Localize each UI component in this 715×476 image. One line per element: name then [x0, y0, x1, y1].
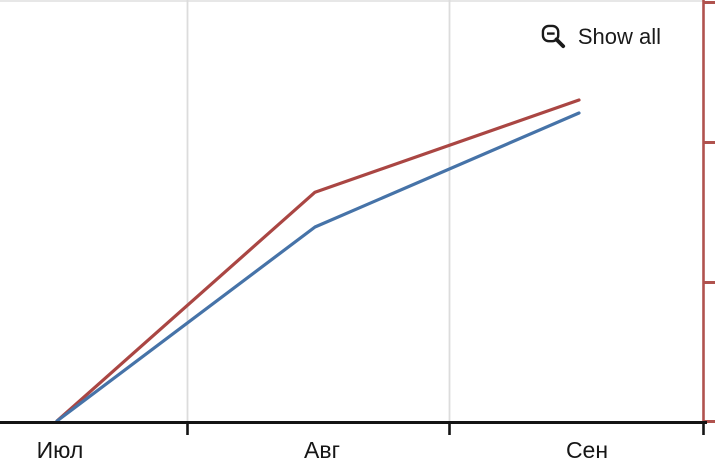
zoom-out-icon: [541, 24, 565, 49]
series-line-1: [55, 98, 581, 423]
show-all-button[interactable]: Show all: [536, 21, 665, 52]
show-all-label: Show all: [577, 23, 661, 49]
series-line-2: [55, 111, 581, 423]
